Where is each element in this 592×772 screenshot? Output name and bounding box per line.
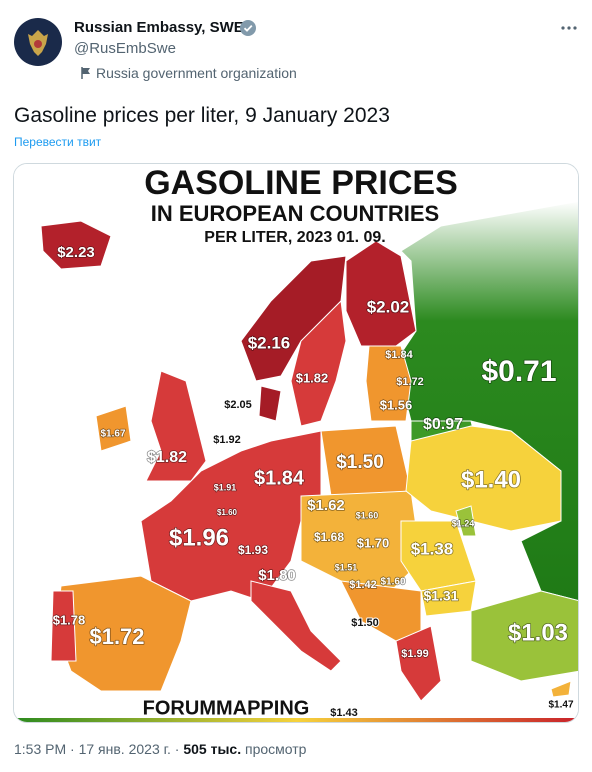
map: GASOLINE PRICES IN EUROPEAN COUNTRIES PE… [14,164,578,722]
price-label: $1.03 [508,619,568,646]
price-label: $1.38 [411,539,454,558]
price-label: $1.56 [380,397,413,412]
price-label: $1.60 [380,577,405,588]
price-label: $1.62 [307,497,345,514]
time: 1:53 PM [14,741,67,757]
views-count: 505 тыс. [183,741,242,757]
tweet-image[interactable]: GASOLINE PRICES IN EUROPEAN COUNTRIES PE… [13,163,579,723]
price-label: $1.91 [214,482,237,492]
countries [40,200,578,702]
price-label: $1.67 [100,429,125,440]
price-label: $1.50 [351,617,379,629]
price-label: $1.84 [254,467,305,489]
price-label: $1.80 [258,567,296,584]
tweet-meta: 1:53 PM · 17 янв. 2023 г. · 505 тыс. про… [14,741,306,757]
more-menu[interactable] [560,22,578,34]
price-label: $1.31 [423,588,458,604]
account-name[interactable]: Russian Embassy, SWE [74,19,244,36]
price-label: $1.68 [314,530,344,544]
color-bar [14,718,578,722]
price-label: $1.93 [238,543,268,557]
price-label: $1.42 [349,579,377,591]
price-label: $1.84 [385,349,413,361]
price-label: $0.97 [423,416,463,433]
price-label: $1.60 [356,510,379,520]
date[interactable]: 17 янв. 2023 г. [78,741,171,757]
price-label: $1.50 [336,452,384,473]
price-label: $1.96 [169,524,229,551]
verified-badge [240,20,256,36]
separator: · [174,741,180,757]
views-label: просмотр [245,741,307,757]
price-label: $1.40 [461,466,521,493]
price-label: $1.47 [548,700,573,711]
tweet-text: Gasoline prices per liter, 9 January 202… [14,104,390,127]
price-label: $2.23 [57,244,95,261]
flag-icon [81,67,90,79]
translate-link[interactable]: Перевести твит [14,135,102,149]
map-brand: FORUMMAPPING [143,697,310,719]
price-label: $1.78 [53,612,86,627]
price-label: $1.99 [401,648,429,660]
gov-label: Russia government organization [96,65,297,81]
price-label: $1.43 [330,707,358,719]
price-label: $1.24 [452,518,475,528]
price-label: $1.70 [357,535,390,550]
separator: · [70,741,75,757]
map-title: GASOLINE PRICES [144,164,458,202]
avatar[interactable] [14,18,62,66]
map-subtitle: IN EUROPEAN COUNTRIES [151,201,439,226]
price-label: $1.82 [147,449,187,466]
price-label: $1.82 [296,370,329,385]
price-label: $1.51 [335,562,358,572]
account-handle[interactable]: @RusEmbSwe [74,40,176,57]
price-label: $1.72 [89,624,144,649]
price-label: $1.60 [217,508,238,517]
price-label: $2.16 [248,333,291,352]
price-label: $1.92 [213,434,241,446]
price-label: $0.71 [481,355,556,388]
map-subtitle: PER LITER, 2023 01. 09. [204,229,385,246]
price-label: $2.02 [367,297,410,316]
price-label: $1.72 [396,376,424,388]
price-label: $2.05 [224,399,252,411]
